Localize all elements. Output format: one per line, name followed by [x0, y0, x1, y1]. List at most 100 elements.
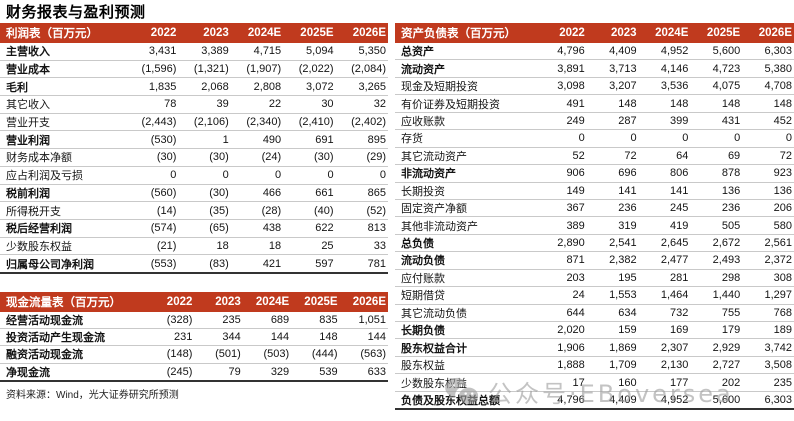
cell-value: 4,409 — [586, 391, 639, 411]
cell-value: 1,906 — [535, 338, 587, 357]
row-label: 净现金流 — [0, 363, 146, 382]
cell-value: 235 — [194, 311, 243, 330]
cell-value: 78 — [126, 95, 179, 114]
year-header-2026e: 2026E — [742, 23, 794, 43]
cashflow-table-body: 经营活动现金流 (328) 235 689 835 1,051 投资活动产生现金流 231 34… — [0, 311, 388, 382]
cell-value: 2,130 — [638, 356, 691, 375]
row-label: 其它收入 — [0, 95, 126, 114]
cell-value: 0 — [126, 166, 179, 185]
cell-value: 148 — [291, 328, 340, 347]
table-row: 其他非流动资产 389 319 419 505 580 — [395, 216, 794, 235]
cell-value: (28) — [230, 201, 284, 220]
cell-value: 732 — [638, 304, 691, 323]
row-label: 股东权益 — [395, 356, 535, 375]
year-header-2026e: 2026E — [339, 291, 388, 312]
cell-value: (21) — [126, 237, 179, 256]
row-label: 负债及股东权益总额 — [395, 391, 535, 411]
row-label: 存货 — [395, 129, 535, 148]
cell-value: (83) — [178, 254, 231, 274]
cell-value: 490 — [230, 130, 284, 150]
table-row: 所得税开支 (14) (35) (28) (40) (52) — [0, 201, 388, 220]
cell-value: 4,796 — [535, 391, 587, 411]
cell-value: 0 — [638, 129, 691, 148]
row-label: 有价证券及短期投资 — [395, 94, 535, 113]
row-label: 流动资产 — [395, 59, 535, 78]
cell-value: 3,207 — [586, 77, 639, 96]
cell-value: (1,321) — [178, 60, 231, 79]
cell-value: (2,410) — [283, 113, 336, 132]
cell-value: 2,477 — [638, 251, 691, 270]
cell-value: 419 — [638, 216, 691, 235]
cell-value: 1 — [178, 130, 231, 150]
cell-value: 2,020 — [535, 321, 587, 340]
tables-area: 利润表（百万元） 2022 2023 2024E 2025E 2026E 主营收… — [0, 23, 794, 411]
row-label: 其它流动资产 — [395, 147, 535, 166]
cell-value: 6,303 — [742, 43, 794, 61]
cell-value: 399 — [638, 112, 691, 131]
cell-value: 895 — [335, 130, 388, 150]
cell-value: (574) — [126, 219, 179, 238]
row-label: 财务成本净额 — [0, 148, 126, 167]
cell-value: (563) — [339, 345, 388, 364]
cell-value: 319 — [586, 216, 639, 235]
table-row: 投资活动产生现金流 231 344 144 148 144 — [0, 328, 388, 347]
cell-value: 72 — [586, 147, 639, 166]
table-row: 总负债 2,890 2,541 2,645 2,672 2,561 — [395, 234, 794, 253]
row-label: 长期投资 — [395, 182, 535, 200]
cell-value: 235 — [742, 373, 794, 392]
cell-value: 389 — [535, 216, 587, 235]
cell-value: (29) — [335, 148, 388, 167]
year-header-2025e: 2025E — [690, 23, 743, 43]
page-title: 财务报表与盈利预测 — [6, 4, 146, 21]
table-row: 应付账款 203 195 281 298 308 — [395, 269, 794, 288]
income-table-title: 利润表（百万元） — [0, 23, 126, 43]
cell-value: (444) — [291, 345, 340, 364]
cell-value: 466 — [230, 184, 284, 203]
cell-value: (245) — [146, 363, 195, 382]
cell-value: 5,600 — [690, 43, 743, 61]
row-label: 经营活动现金流 — [0, 311, 146, 330]
cell-value: 906 — [535, 164, 587, 183]
cell-value: (148) — [146, 345, 195, 364]
cell-value: (52) — [335, 201, 388, 220]
cell-value: 169 — [638, 321, 691, 340]
row-label: 所得税开支 — [0, 201, 126, 220]
cell-value: 18 — [178, 237, 231, 256]
cell-value: 2,890 — [535, 234, 587, 253]
cell-value: 865 — [335, 184, 388, 203]
row-label: 短期借贷 — [395, 286, 535, 305]
cell-value: 281 — [638, 269, 691, 288]
row-label: 归属母公司净利润 — [0, 254, 126, 274]
cell-value: 755 — [690, 304, 743, 323]
cell-value: 768 — [742, 304, 794, 323]
table-row: 财务成本净额 (30) (30) (24) (30) (29) — [0, 148, 388, 167]
cell-value: 64 — [638, 147, 691, 166]
cell-value: 3,072 — [283, 77, 336, 97]
table-row: 应占利润及亏损 0 0 0 0 0 — [0, 166, 388, 185]
table-row: 非流动资产 906 696 806 878 923 — [395, 164, 794, 183]
cell-value: 52 — [535, 147, 587, 166]
cell-value: 4,409 — [586, 43, 639, 61]
year-header-2023: 2023 — [194, 291, 243, 312]
table-row: 流动负债 871 2,382 2,477 2,493 2,372 — [395, 251, 794, 270]
cell-value: 2,372 — [742, 251, 794, 270]
table-row: 长期负债 2,020 159 169 179 189 — [395, 321, 794, 340]
cell-value: 0 — [230, 166, 284, 185]
table-row: 税前利润 (560) (30) 466 661 865 — [0, 184, 388, 203]
cell-value: 431 — [690, 112, 743, 131]
year-header-2026e: 2026E — [335, 23, 388, 43]
year-header-2024e: 2024E — [638, 23, 691, 43]
cell-value: 24 — [535, 286, 587, 305]
row-label: 流动负债 — [395, 251, 535, 270]
cell-value: (2,443) — [126, 113, 179, 132]
row-label: 总负债 — [395, 234, 535, 253]
cell-value: 148 — [638, 94, 691, 113]
cell-value: 2,808 — [230, 77, 284, 97]
cell-value: (30) — [178, 184, 231, 203]
cell-value: 344 — [194, 328, 243, 347]
cell-value: 452 — [742, 112, 794, 131]
balance-header-row: 资产负债表（百万元） 2022 2023 2024E 2025E 2026E — [395, 23, 794, 43]
cell-value: 144 — [339, 328, 388, 347]
cell-value: (2,402) — [335, 113, 388, 132]
cell-value: (35) — [178, 201, 231, 220]
